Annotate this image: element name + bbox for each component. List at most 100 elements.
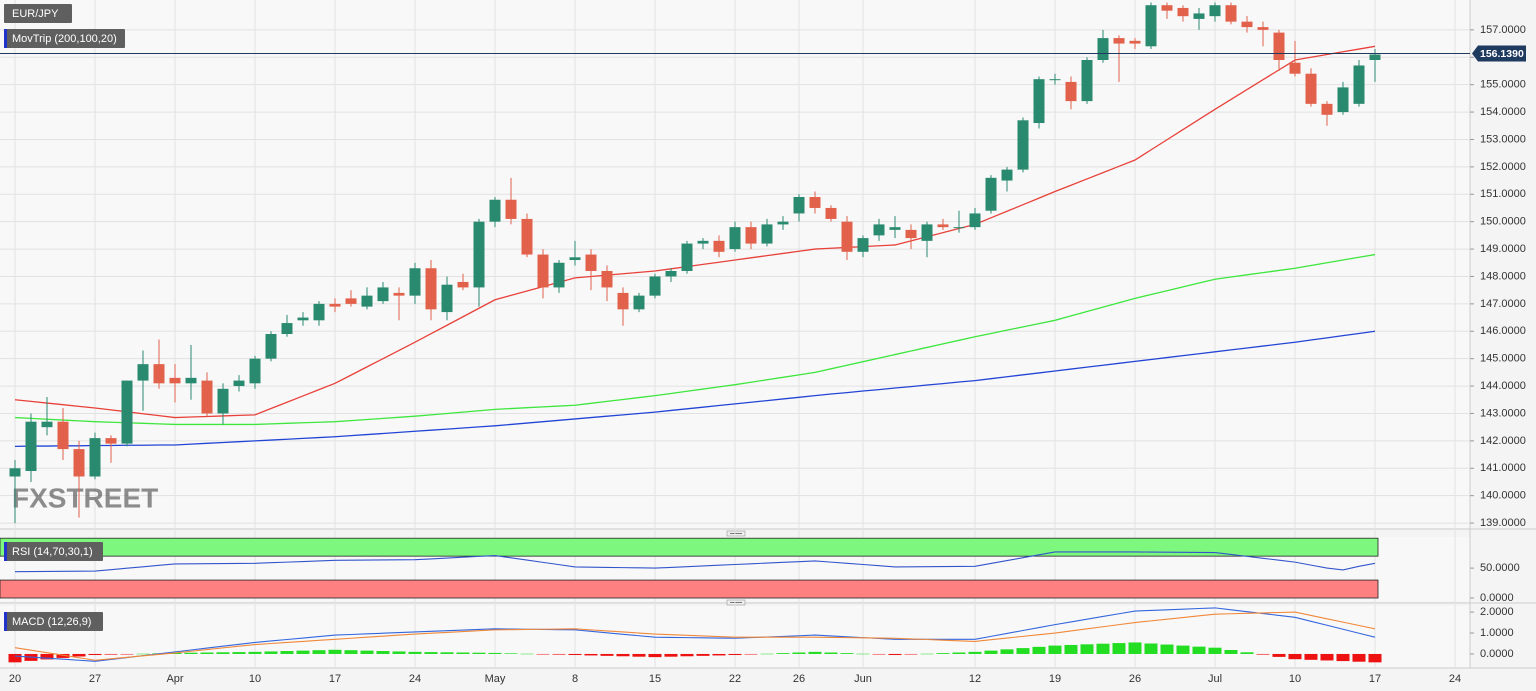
y-tick-label: 155.0000 (1480, 79, 1526, 91)
y-tick-label: 143.0000 (1480, 407, 1526, 419)
macd-histogram-bar (264, 651, 278, 654)
candle-body (889, 227, 901, 230)
resize-handle[interactable] (726, 599, 746, 606)
macd-histogram-bar (568, 653, 582, 656)
x-tick-label: 17 (329, 673, 341, 685)
x-tick-label: 12 (969, 673, 981, 685)
candle-body (201, 380, 213, 414)
y-tick-label: 2.0000 (1480, 606, 1514, 618)
labels-layer: 20 27 Apr 10 17 24 May 8 15 22 26 Jun 12 19 26 Jul 10 17 2… (4, 4, 1526, 685)
y-tick-label: 142.0000 (1480, 435, 1526, 447)
y-tick-label: 151.0000 (1480, 188, 1526, 200)
macd-histogram-bar (376, 651, 390, 654)
candle-body (57, 421, 69, 450)
legend-box (4, 29, 125, 48)
y-tick-label: 154.0000 (1480, 106, 1526, 118)
candle-body (1257, 27, 1269, 30)
macd-histogram-bar (712, 653, 726, 656)
macd-histogram-bar (360, 650, 374, 654)
macd-histogram-bar (328, 649, 342, 654)
candle-body (793, 197, 805, 214)
macd-histogram-bar (1064, 644, 1078, 654)
candle-body (665, 270, 677, 277)
candle-body (297, 317, 309, 321)
legend-stripe (4, 612, 7, 631)
candle-body (441, 284, 453, 313)
y-tick-label: 157.0000 (1480, 24, 1526, 36)
macd-histogram-bar (1144, 643, 1158, 654)
moving-average-line (14, 253, 1376, 426)
candle-body (473, 221, 485, 288)
y-tick-label: 150.0000 (1480, 216, 1526, 228)
candle-body (841, 221, 853, 252)
macd-histogram-bar (1016, 648, 1030, 654)
candle-body (25, 421, 37, 472)
x-tick-label: 17 (1369, 673, 1381, 685)
legend-text: MACD (12,26,9) (12, 616, 91, 628)
candle-body (409, 268, 421, 296)
macd-histogram-bar (1272, 653, 1286, 657)
macd-histogram-bar (1288, 653, 1302, 660)
x-tick-label: 22 (729, 673, 741, 685)
macd-histogram-bar (136, 653, 150, 655)
legend-stripe (4, 29, 7, 48)
candle-body (265, 334, 277, 359)
legend-box (4, 542, 103, 561)
macd-histogram-bar (600, 653, 614, 656)
rsi-band (0, 537, 1379, 557)
legend-text: MovTrip (200,100,20) (12, 33, 117, 45)
macd-histogram-bar (504, 653, 518, 654)
legend-box (4, 4, 72, 23)
candle-body (777, 221, 789, 225)
macd-histogram-bar (296, 650, 310, 654)
macd-histogram-bar (56, 653, 70, 658)
macd-histogram-bar (664, 653, 678, 657)
candle-body (745, 227, 757, 244)
candle-body (89, 438, 101, 477)
macd-histogram-bar (968, 651, 982, 654)
candle-body (1321, 103, 1333, 115)
macd-histogram-bar (856, 653, 870, 655)
candle-body (345, 298, 357, 304)
x-tick-label: 10 (1289, 673, 1301, 685)
macd-histogram-bar (984, 650, 998, 654)
candle-body (953, 227, 965, 229)
macd-histogram-bar (408, 651, 422, 654)
candle-body (1113, 38, 1125, 44)
y-tick-label: 153.0000 (1480, 133, 1526, 145)
candle-body (73, 449, 85, 477)
y-tick-label: 0.0000 (1480, 648, 1514, 660)
candle-body (1209, 5, 1221, 17)
candle-body (505, 199, 517, 219)
x-tick-label: 15 (649, 673, 661, 685)
candle-body (1161, 5, 1173, 11)
candle-body (969, 213, 981, 228)
candle-body (425, 268, 437, 310)
macd-histogram-bar (184, 652, 198, 654)
candle-body (233, 380, 245, 387)
y-tick-label: 145.0000 (1480, 353, 1526, 365)
candle-body (121, 380, 133, 444)
macd-histogram-bar (280, 651, 294, 654)
candle-body (1065, 81, 1077, 102)
y-tick-label: 1.0000 (1480, 627, 1514, 639)
candle-body (569, 257, 581, 261)
macd-histogram-bar (616, 653, 630, 657)
macd-histogram-bar (776, 653, 790, 654)
macd-histogram-bar (920, 653, 934, 655)
x-tick-label: 24 (409, 673, 421, 685)
candle-body (857, 238, 869, 252)
macd-histogram-bar (120, 653, 134, 655)
candle-body (1001, 169, 1013, 181)
macd-histogram-bar (872, 653, 886, 655)
candle-body (169, 377, 181, 384)
candle-body (217, 388, 229, 414)
macd-histogram-bar (312, 650, 326, 654)
x-tick-label: May (485, 673, 506, 685)
macd-histogram-bar (1176, 645, 1190, 654)
macd-histogram-bar (632, 653, 646, 657)
resize-handle[interactable] (726, 530, 746, 537)
candle-body (1145, 5, 1157, 47)
x-tick-label: 26 (793, 673, 805, 685)
